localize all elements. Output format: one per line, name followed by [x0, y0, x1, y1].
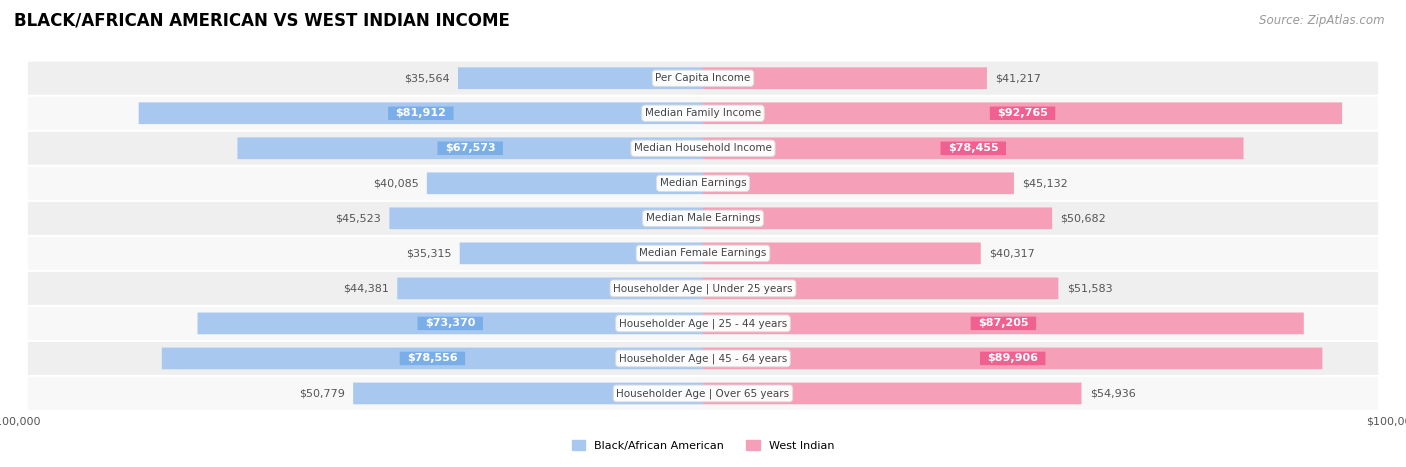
FancyBboxPatch shape — [28, 272, 1378, 305]
FancyBboxPatch shape — [28, 97, 1378, 130]
Text: Median Female Earnings: Median Female Earnings — [640, 248, 766, 258]
Text: Householder Age | Over 65 years: Householder Age | Over 65 years — [616, 388, 790, 399]
Text: BLACK/AFRICAN AMERICAN VS WEST INDIAN INCOME: BLACK/AFRICAN AMERICAN VS WEST INDIAN IN… — [14, 11, 510, 29]
Text: Householder Age | 25 - 44 years: Householder Age | 25 - 44 years — [619, 318, 787, 329]
FancyBboxPatch shape — [980, 352, 1046, 365]
FancyBboxPatch shape — [941, 142, 1005, 155]
FancyBboxPatch shape — [388, 106, 454, 120]
Text: $44,381: $44,381 — [343, 283, 389, 293]
Text: $92,765: $92,765 — [997, 108, 1047, 118]
FancyBboxPatch shape — [437, 142, 503, 155]
FancyBboxPatch shape — [703, 207, 1052, 229]
FancyBboxPatch shape — [28, 237, 1378, 270]
Text: $45,523: $45,523 — [336, 213, 381, 223]
FancyBboxPatch shape — [139, 102, 703, 124]
FancyBboxPatch shape — [28, 62, 1378, 95]
FancyBboxPatch shape — [703, 382, 1081, 404]
FancyBboxPatch shape — [28, 167, 1378, 200]
Text: $67,573: $67,573 — [444, 143, 495, 153]
FancyBboxPatch shape — [703, 347, 1323, 369]
FancyBboxPatch shape — [353, 382, 703, 404]
Text: $81,912: $81,912 — [395, 108, 446, 118]
Text: $87,205: $87,205 — [979, 318, 1029, 328]
FancyBboxPatch shape — [418, 317, 484, 330]
Text: Median Earnings: Median Earnings — [659, 178, 747, 188]
Text: $73,370: $73,370 — [425, 318, 475, 328]
Text: Source: ZipAtlas.com: Source: ZipAtlas.com — [1260, 14, 1385, 27]
FancyBboxPatch shape — [703, 277, 1059, 299]
Text: Median Household Income: Median Household Income — [634, 143, 772, 153]
Text: Householder Age | 45 - 64 years: Householder Age | 45 - 64 years — [619, 353, 787, 364]
FancyBboxPatch shape — [28, 132, 1378, 165]
FancyBboxPatch shape — [703, 172, 1014, 194]
FancyBboxPatch shape — [703, 242, 981, 264]
FancyBboxPatch shape — [703, 102, 1343, 124]
FancyBboxPatch shape — [28, 202, 1378, 235]
Text: Median Family Income: Median Family Income — [645, 108, 761, 118]
FancyBboxPatch shape — [970, 317, 1036, 330]
Text: $35,564: $35,564 — [404, 73, 450, 83]
Text: $78,556: $78,556 — [408, 354, 458, 363]
Text: $50,682: $50,682 — [1060, 213, 1107, 223]
Legend: Black/African American, West Indian: Black/African American, West Indian — [572, 440, 834, 451]
FancyBboxPatch shape — [990, 106, 1056, 120]
FancyBboxPatch shape — [703, 312, 1303, 334]
FancyBboxPatch shape — [238, 137, 703, 159]
FancyBboxPatch shape — [399, 352, 465, 365]
Text: $40,317: $40,317 — [988, 248, 1035, 258]
FancyBboxPatch shape — [703, 67, 987, 89]
Text: $89,906: $89,906 — [987, 354, 1038, 363]
FancyBboxPatch shape — [162, 347, 703, 369]
Text: $78,455: $78,455 — [948, 143, 998, 153]
FancyBboxPatch shape — [398, 277, 703, 299]
FancyBboxPatch shape — [28, 377, 1378, 410]
FancyBboxPatch shape — [28, 342, 1378, 375]
Text: $41,217: $41,217 — [995, 73, 1040, 83]
Text: $50,779: $50,779 — [299, 389, 344, 398]
FancyBboxPatch shape — [28, 307, 1378, 340]
FancyBboxPatch shape — [427, 172, 703, 194]
FancyBboxPatch shape — [197, 312, 703, 334]
Text: $51,583: $51,583 — [1067, 283, 1112, 293]
Text: $40,085: $40,085 — [373, 178, 419, 188]
Text: $45,132: $45,132 — [1022, 178, 1069, 188]
Text: Per Capita Income: Per Capita Income — [655, 73, 751, 83]
FancyBboxPatch shape — [389, 207, 703, 229]
Text: Median Male Earnings: Median Male Earnings — [645, 213, 761, 223]
Text: Householder Age | Under 25 years: Householder Age | Under 25 years — [613, 283, 793, 294]
Text: $54,936: $54,936 — [1090, 389, 1136, 398]
FancyBboxPatch shape — [703, 137, 1243, 159]
FancyBboxPatch shape — [460, 242, 703, 264]
Text: $35,315: $35,315 — [406, 248, 451, 258]
FancyBboxPatch shape — [458, 67, 703, 89]
